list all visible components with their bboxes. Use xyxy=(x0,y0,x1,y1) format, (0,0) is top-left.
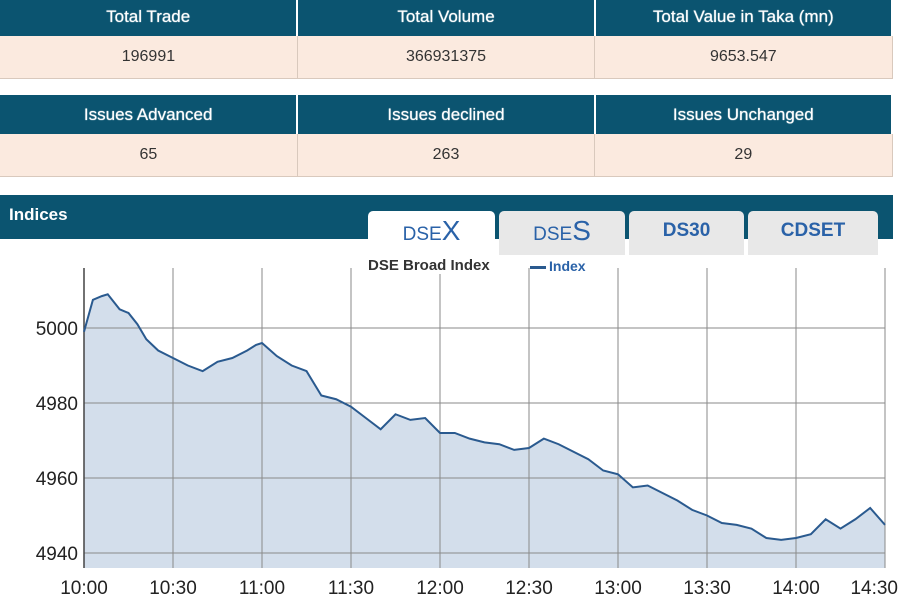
x-tick-label: 12:30 xyxy=(505,578,553,599)
header-total-trade: Total Trade xyxy=(0,0,299,36)
legend-label: Index xyxy=(549,258,586,274)
market-summary-table: Total Trade Total Volume Total Value in Ta… xyxy=(0,0,894,79)
x-tick-label: 14:00 xyxy=(772,578,820,599)
x-tick-label: 13:00 xyxy=(594,578,642,599)
header-issues-declined: Issues declined xyxy=(297,95,596,134)
tab-ds30-label: DS30 xyxy=(662,220,711,241)
issues-declined-value: 263 xyxy=(297,134,596,177)
series-area xyxy=(84,294,885,568)
tab-dsex-prefix: DSE xyxy=(402,224,442,245)
x-tick-label: 13:30 xyxy=(683,578,731,599)
y-tick-label: 4980 xyxy=(36,394,78,415)
x-tick-label: 14:30 xyxy=(850,578,898,599)
x-tick-label: 12:00 xyxy=(416,578,464,599)
header-total-value: Total Value in Taka (mn) xyxy=(594,0,894,36)
tab-cdset[interactable]: CDSET xyxy=(748,211,878,255)
indices-label: Indices xyxy=(9,205,68,224)
tab-dses-suffix: S xyxy=(572,215,591,246)
x-tick-label: 10:30 xyxy=(149,578,197,599)
issues-summary-table: Issues Advanced Issues declined Issues Unc… xyxy=(0,95,894,177)
tab-dses[interactable]: DSES xyxy=(499,211,625,255)
issues-unchanged-value: 29 xyxy=(594,134,893,177)
chart-title: DSE Broad Index xyxy=(368,257,490,274)
legend[interactable]: Index xyxy=(530,258,586,274)
tab-dsex-suffix: X xyxy=(441,215,461,246)
series-line-index xyxy=(83,293,886,541)
x-tick-label: 11:30 xyxy=(328,578,374,599)
legend-swatch xyxy=(530,265,546,269)
tab-cdset-label: CDSET xyxy=(780,220,846,241)
header-issues-advanced: Issues Advanced xyxy=(0,95,299,134)
tab-dses-prefix: DSE xyxy=(533,224,573,245)
tab-dsex[interactable]: DSEX xyxy=(368,211,495,255)
total-volume-value: 366931375 xyxy=(297,36,596,79)
y-tick-label: 4940 xyxy=(36,544,78,565)
tab-ds30[interactable]: DS30 xyxy=(629,211,744,255)
total-value-value: 9653.547 xyxy=(594,36,893,79)
y-tick-label: 5000 xyxy=(36,319,78,340)
total-trade-value: 196991 xyxy=(0,36,298,79)
x-tick-label: 10:00 xyxy=(60,578,108,599)
issues-advanced-value: 65 xyxy=(0,134,298,177)
header-total-volume: Total Volume xyxy=(297,0,596,36)
y-tick-label: 4960 xyxy=(36,469,78,490)
x-tick-label: 11:00 xyxy=(239,578,285,599)
header-issues-unchanged: Issues Unchanged xyxy=(594,95,894,134)
